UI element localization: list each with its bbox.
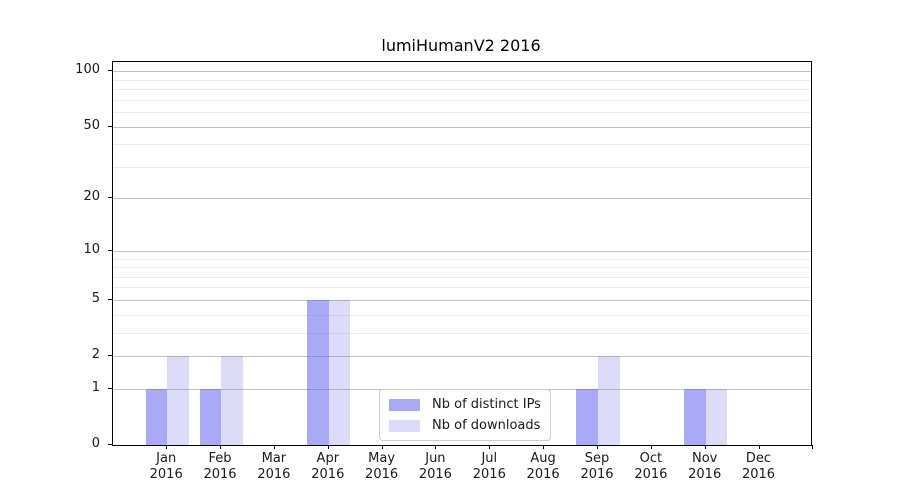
- x-tick-month: Sep: [584, 451, 610, 466]
- y-tick-label: 20: [83, 189, 100, 205]
- legend-label: Nb of downloads: [432, 418, 541, 433]
- y-tick-mark: [108, 298, 112, 300]
- x-tick-year: 2016: [741, 467, 776, 482]
- x-tick-month: May: [368, 451, 396, 466]
- legend-swatch-downloads: [389, 419, 420, 432]
- x-tick-mark: [327, 445, 329, 449]
- y-tick-label: 5: [91, 290, 100, 306]
- x-tick-month: Dec: [745, 451, 772, 466]
- x-tick-label: Feb 2016: [188, 451, 252, 483]
- x-tick-mark: [758, 445, 760, 449]
- bar-downloads: [328, 299, 351, 445]
- bar-distinct-ips: [684, 388, 706, 445]
- x-tick-mark: [812, 445, 814, 449]
- y-tick-mark: [108, 70, 112, 72]
- x-tick-year: 2016: [580, 467, 614, 482]
- legend-item: Nb of downloads: [389, 417, 541, 434]
- plot-area: Nb of distinct IPs Nb of downloads: [112, 61, 812, 446]
- x-tick-mark: [597, 445, 598, 449]
- x-tick-label: Dec 2016: [727, 451, 791, 483]
- x-tick-mark: [273, 445, 275, 449]
- bar-distinct-ips: [307, 299, 329, 445]
- x-tick-year: 2016: [149, 467, 183, 482]
- x-tick-label: May 2016: [350, 451, 414, 483]
- chart-title: lumiHumanV2 2016: [381, 36, 541, 55]
- y-tick-label: 10: [83, 241, 100, 257]
- bar-downloads: [221, 356, 243, 445]
- x-tick-year: 2016: [311, 467, 345, 482]
- bars-layer: [113, 62, 811, 445]
- x-tick-month: Oct: [639, 451, 663, 466]
- bar-distinct-ips: [576, 388, 598, 445]
- x-tick-label: Jun 2016: [403, 451, 467, 483]
- y-tick-mark: [108, 387, 112, 389]
- x-tick-label: Oct 2016: [619, 451, 683, 483]
- y-tick-label: 1: [91, 379, 100, 395]
- y-tick-label: 2: [91, 347, 100, 362]
- x-tick-label: Sep 2016: [565, 451, 629, 483]
- x-tick-year: 2016: [257, 467, 291, 482]
- y-tick-label: 100: [75, 62, 100, 78]
- x-tick-year: 2016: [688, 467, 722, 482]
- x-tick-month: Jun: [425, 451, 446, 466]
- bar-downloads: [705, 388, 728, 445]
- x-tick-month: Apr: [316, 451, 340, 466]
- x-tick-year: 2016: [365, 467, 399, 482]
- x-tick-month: Mar: [261, 451, 287, 466]
- legend-item: Nb of distinct IPs: [389, 396, 541, 413]
- bar-downloads: [167, 356, 189, 445]
- x-tick-month: Jan: [156, 451, 177, 466]
- x-tick-year: 2016: [203, 467, 237, 482]
- x-tick-mark: [220, 445, 221, 449]
- x-tick-mark: [704, 445, 706, 449]
- x-tick-label: Jul 2016: [457, 451, 521, 483]
- x-tick-label: Aug 2016: [511, 451, 575, 483]
- x-tick-mark: [489, 445, 491, 449]
- y-tick-mark: [108, 197, 112, 199]
- x-tick-label: Jan 2016: [134, 451, 198, 483]
- bar-distinct-ips: [199, 388, 222, 445]
- y-tick-mark: [108, 125, 112, 127]
- legend: Nb of distinct IPs Nb of downloads: [379, 389, 551, 441]
- x-tick-year: 2016: [526, 467, 560, 482]
- x-tick-mark: [166, 445, 168, 449]
- x-tick-month: Jul: [481, 451, 498, 466]
- legend-label: Nb of distinct IPs: [432, 397, 541, 412]
- legend-swatch-distinct-ips: [389, 398, 420, 411]
- x-tick-label: Mar 2016: [242, 451, 306, 483]
- x-tick-label: Apr 2016: [296, 451, 360, 483]
- x-tick-month: Aug: [530, 451, 556, 466]
- bar-downloads: [598, 356, 620, 445]
- y-tick-mark: [108, 249, 112, 251]
- x-tick-mark: [381, 445, 383, 449]
- x-tick-month: Nov: [692, 451, 718, 466]
- x-tick-mark: [650, 445, 652, 449]
- bar-distinct-ips: [145, 388, 168, 445]
- y-tick-label: 0: [91, 436, 100, 451]
- x-tick-year: 2016: [472, 467, 506, 482]
- x-tick-mark: [435, 445, 437, 449]
- x-tick-year: 2016: [634, 467, 668, 482]
- x-tick-year: 2016: [418, 467, 452, 482]
- y-tick-mark: [108, 355, 112, 356]
- y-tick-mark: [108, 444, 112, 445]
- x-tick-month: Feb: [208, 451, 232, 466]
- y-tick-label: 50: [83, 117, 100, 133]
- x-tick-mark: [543, 445, 545, 449]
- x-tick-label: Nov 2016: [673, 451, 737, 483]
